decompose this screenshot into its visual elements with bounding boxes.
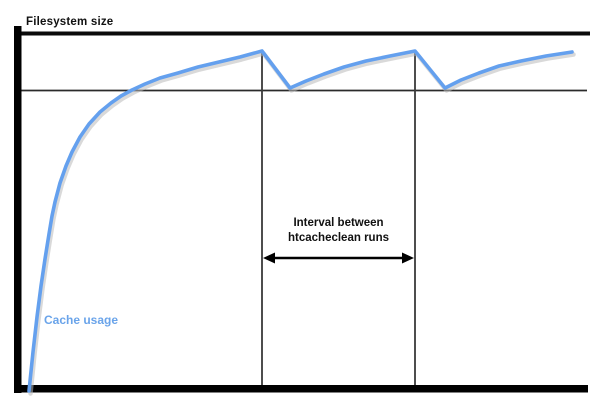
filesystem-size-label: Filesystem size — [26, 16, 114, 28]
interval-arrow — [263, 252, 414, 264]
interval-annotation-line-2: htcacheclean runs — [288, 232, 389, 244]
interval-annotation: Interval between htcacheclean runs — [262, 216, 415, 246]
cache-usage-label: Cache usage — [44, 313, 119, 327]
cache-usage-curve — [27, 49, 574, 393]
interval-annotation-line-1: Interval between — [293, 217, 384, 229]
arrow-head-left-icon — [263, 252, 275, 264]
y-axis-bar — [14, 26, 22, 393]
arrow-head-right-icon — [402, 252, 414, 264]
x-axis-bar — [14, 385, 588, 393]
